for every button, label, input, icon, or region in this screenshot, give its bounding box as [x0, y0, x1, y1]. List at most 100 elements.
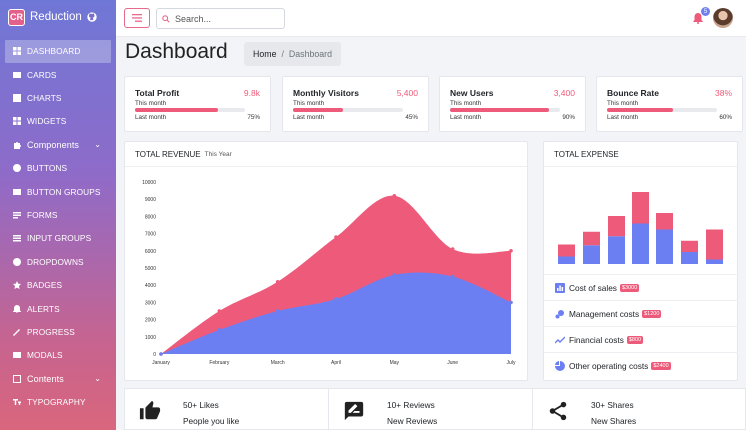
expense-bar-chart: [558, 192, 723, 265]
menu-toggle-button[interactable]: [124, 8, 150, 28]
x-tick-label: June: [447, 360, 458, 366]
data-point[interactable]: [392, 193, 397, 198]
button-groups-icon: [13, 188, 21, 196]
user-avatar[interactable]: [713, 8, 733, 28]
brand[interactable]: CR Reduction: [0, 0, 116, 34]
stat-card-bounce-rate: Bounce Rate 38% This month Last month 60…: [596, 76, 743, 132]
bar-segment[interactable]: [706, 259, 723, 265]
sidebar-item-label: BUTTON GROUPS: [27, 186, 101, 197]
social-label: People you like: [183, 416, 240, 426]
stat-footer-label: Last month: [293, 114, 325, 121]
sidebar-item-progress[interactable]: PROGRESS: [0, 321, 116, 344]
bell-icon[interactable]: [692, 12, 704, 24]
sidebar-item-cards[interactable]: CARDS: [0, 63, 116, 86]
line-trend-icon: [555, 335, 565, 345]
cards-icon: [13, 71, 21, 79]
sidebar-item-label: TYPOGRAPHY: [27, 397, 86, 408]
data-point[interactable]: [217, 309, 222, 313]
sidebar: CR Reduction DASHBOARD CARDS CHARTS WIDGETS…: [0, 0, 116, 430]
sidebar-item-typography[interactable]: TYPOGRAPHY: [0, 391, 116, 414]
sidebar-item-badges[interactable]: BADGES: [0, 274, 116, 297]
sidebar-item-forms[interactable]: FORMS: [0, 204, 116, 227]
sidebar-item-input-groups[interactable]: INPUT GROUPS: [0, 227, 116, 250]
sidebar-item-label: CHARTS: [27, 93, 62, 104]
sidebar-item-label: CARDS: [27, 69, 57, 80]
sidebar-item-widgets[interactable]: WIDGETS: [0, 110, 116, 133]
bar-segment[interactable]: [632, 192, 649, 224]
data-point[interactable]: [159, 352, 163, 356]
total-expense-panel: TOTAL EXPENSE Cost of sales $3000 Manage…: [543, 141, 738, 381]
y-tick-label: 3000: [145, 300, 156, 306]
breadcrumb-home[interactable]: Home: [253, 49, 277, 59]
bar-segment[interactable]: [583, 245, 600, 264]
stat-progress-bar: [293, 108, 403, 112]
bar-segment[interactable]: [558, 256, 575, 265]
likes-card: 50+ Likes People you like: [124, 388, 329, 430]
bar-segment[interactable]: [656, 229, 673, 265]
x-tick-label: March: [271, 360, 285, 366]
stat-card-new-users: New Users 3,400 This month Last month 90…: [439, 76, 586, 132]
stat-period: This month: [450, 100, 482, 107]
puzzle-icon: [13, 141, 21, 149]
data-point[interactable]: [275, 309, 280, 313]
panel-header: TOTAL EXPENSE: [544, 142, 737, 167]
y-tick-label: 8000: [145, 214, 156, 220]
search-input[interactable]: [175, 13, 275, 24]
sidebar-item-buttons[interactable]: BUTTONS: [0, 157, 116, 180]
sidebar-item-label: FORMS: [27, 210, 58, 221]
data-point[interactable]: [450, 274, 455, 279]
stat-progress-bar: [607, 108, 717, 112]
bar-segment[interactable]: [706, 229, 723, 260]
stat-value: 9.8k: [243, 88, 260, 98]
github-icon[interactable]: [87, 12, 97, 22]
data-point[interactable]: [509, 300, 513, 305]
bar-segment[interactable]: [632, 223, 649, 265]
stat-footer-label: Last month: [607, 114, 639, 121]
bar-segment[interactable]: [681, 252, 698, 264]
hamburger-icon: [132, 14, 142, 22]
bar-segment[interactable]: [656, 213, 673, 230]
expense-amount-badge: $3000: [619, 283, 640, 292]
bar-segment[interactable]: [558, 244, 575, 257]
expense-amount-badge: $1200: [642, 309, 662, 318]
expense-item-cost-of-sales[interactable]: Cost of sales $3000: [544, 274, 738, 300]
input-groups-icon: [13, 234, 21, 242]
sidebar-item-dashboard[interactable]: DASHBOARD: [5, 40, 111, 63]
contents-icon: [13, 374, 21, 383]
sidebar-item-contents[interactable]: Contents ⌄: [0, 367, 116, 390]
sidebar-item-dropdowns[interactable]: DROPDOWNS: [0, 251, 116, 274]
data-point[interactable]: [509, 249, 513, 253]
y-tick-label: 10000: [142, 180, 156, 186]
data-point[interactable]: [392, 273, 397, 277]
data-point[interactable]: [334, 235, 338, 239]
sidebar-item-modals[interactable]: MODALS: [0, 344, 116, 367]
bar-segment[interactable]: [681, 240, 698, 252]
expense-item-management-costs[interactable]: Management costs $1200: [544, 300, 738, 326]
data-point[interactable]: [275, 279, 280, 284]
sidebar-item-components[interactable]: Components ⌄: [0, 134, 116, 157]
share-icon: [549, 401, 567, 421]
expense-label: Financial costs: [569, 334, 624, 345]
sidebar-item-charts[interactable]: CHARTS: [0, 87, 116, 110]
sidebar-item-button-groups[interactable]: BUTTON GROUPS: [0, 180, 116, 203]
data-point[interactable]: [217, 328, 222, 332]
topbar: 5: [116, 0, 746, 37]
stat-value: 3,400: [553, 88, 575, 98]
expense-item-financial-costs[interactable]: Financial costs $800: [544, 326, 738, 352]
page-title: Dashboard: [125, 40, 228, 63]
x-tick-label: January: [152, 360, 170, 366]
bar-segment[interactable]: [583, 231, 600, 246]
data-point[interactable]: [334, 297, 338, 301]
sidebar-item-label: MODALS: [27, 350, 63, 361]
stat-progress-fill: [293, 108, 343, 112]
social-label: New Shares: [591, 416, 637, 426]
bar-segment[interactable]: [608, 236, 625, 264]
data-point[interactable]: [450, 247, 455, 251]
y-tick-label: 1000: [145, 335, 156, 341]
expense-label: Cost of sales: [569, 282, 617, 293]
bar-segment[interactable]: [608, 216, 625, 237]
bubbles-icon: [555, 309, 565, 319]
expense-item-other-operating-costs[interactable]: Other operating costs $2400: [544, 352, 738, 378]
stat-period: This month: [293, 100, 325, 107]
sidebar-item-alerts[interactable]: ALERTS: [0, 297, 116, 320]
